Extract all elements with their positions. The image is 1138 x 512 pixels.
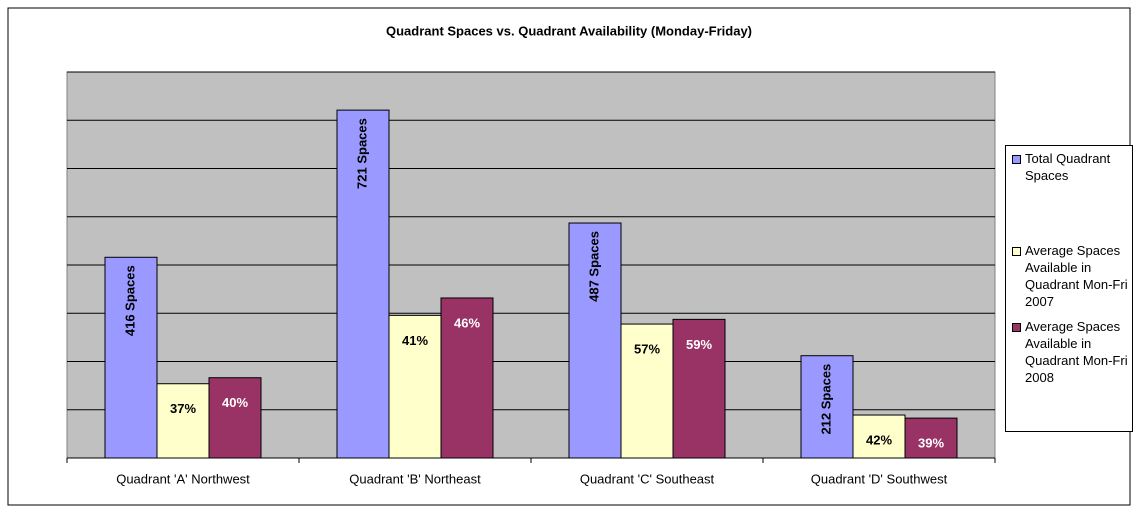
bar [800,355,854,459]
legend-label: Average Spaces Available in Quadrant Mon… [1025,319,1128,385]
data-label: 40% [222,395,248,410]
bar [208,377,262,459]
legend-entry: Average Spaces Available in Quadrant Mon… [1012,242,1130,310]
bar [904,417,958,459]
legend-swatch [1012,155,1021,164]
data-label: 37% [170,401,196,416]
data-label: 416 Spaces [122,265,137,336]
x-tick-label: Quadrant 'C' Southeast [580,471,715,486]
legend-swatch [1012,247,1021,256]
bar [156,383,210,459]
legend-entry: Total Quadrant Spaces [1012,150,1130,184]
data-label: 487 Spaces [586,231,601,302]
data-label: 57% [634,342,660,357]
data-label: 721 Spaces [354,118,369,189]
bar [440,297,494,459]
x-tick-label: Quadrant 'B' Northeast [349,471,481,486]
data-label: 46% [454,315,480,330]
legend-swatch [1012,323,1021,332]
bar [104,256,158,459]
bar [388,314,442,459]
bar [672,318,726,459]
legend-label: Total Quadrant Spaces [1025,151,1111,183]
bar [620,323,674,459]
data-label: 42% [866,432,892,447]
data-label: 39% [918,436,944,451]
data-label: 212 Spaces [818,364,833,435]
legend-label: Average Spaces Available in Quadrant Mon… [1025,243,1128,309]
bar [568,222,622,459]
x-tick-label: Quadrant 'D' Southwest [811,471,948,486]
legend-entry: Average Spaces Available in Quadrant Mon… [1012,318,1130,386]
legend: Total Quadrant Spaces Average Spaces Avai… [1005,145,1133,432]
chart-title: Quadrant Spaces vs. Quadrant Availabilit… [386,23,752,38]
data-label: 59% [686,337,712,352]
x-tick-label: Quadrant 'A' Northwest [116,471,250,486]
data-label: 41% [402,333,428,348]
bar [336,109,390,459]
bar [852,414,906,459]
